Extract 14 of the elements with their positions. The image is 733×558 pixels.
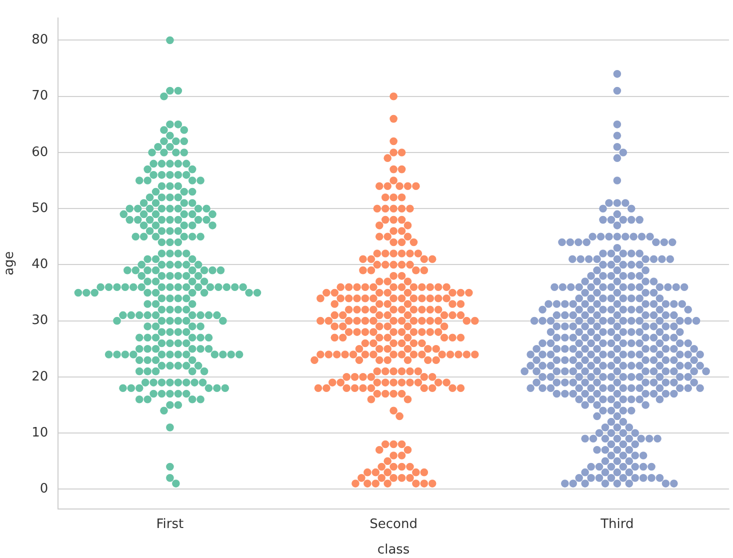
x-tick-label: Third [600, 516, 634, 532]
x-tick-label: First [156, 516, 184, 532]
y-tick-label: 80 [32, 32, 48, 48]
y-tick-label: 70 [32, 88, 48, 104]
x-tick-label: Second [370, 516, 418, 532]
y-tick-label: 40 [32, 257, 48, 272]
y-tick-label: 30 [32, 313, 48, 328]
y-axis-title: age [2, 251, 18, 276]
y-tick-label: 20 [32, 369, 48, 384]
y-tick-label: 50 [32, 200, 48, 216]
y-tick-label: 60 [32, 144, 48, 160]
y-tick-label: 0 [40, 482, 48, 497]
x-axis-title: class [377, 542, 410, 558]
y-tick-label: 10 [32, 425, 48, 440]
